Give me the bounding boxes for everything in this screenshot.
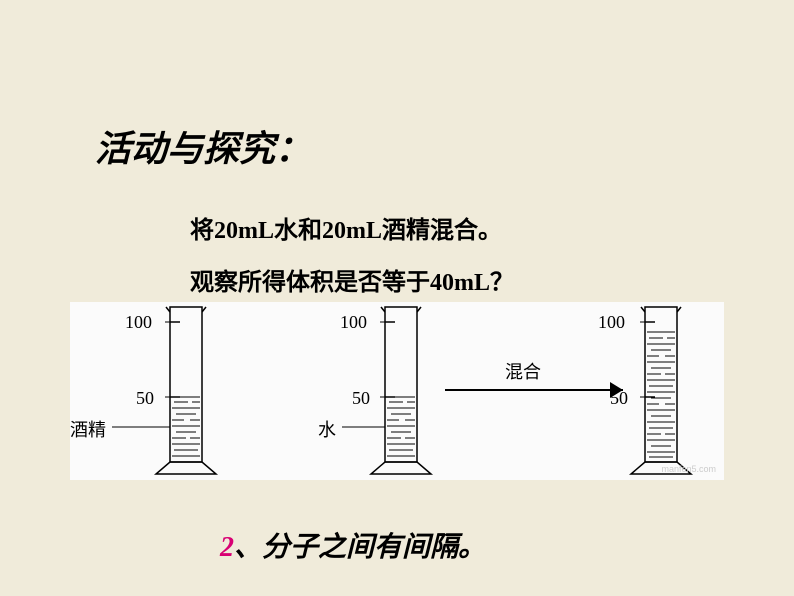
conclusion-body: 、分子之间有间隔。 bbox=[234, 532, 486, 563]
conclusion-number: 2 bbox=[220, 532, 234, 563]
slide-container: 活动与探究： 将20mL水和20mL酒精混合。 观察所得体积是否等于40mL？ bbox=[0, 0, 794, 596]
cylinder-mixed bbox=[631, 307, 691, 474]
tick-100-2: 100 bbox=[340, 312, 367, 333]
conclusion-text: 2、分子之间有间隔。 bbox=[220, 525, 486, 565]
tick-100-3: 100 bbox=[598, 312, 625, 333]
watermark-text: manfen5.com bbox=[661, 464, 716, 474]
cylinder-diagram: 100 50 酒精 100 50 水 混合 100 50 manfen5.com bbox=[70, 302, 724, 480]
tick-50-2: 50 bbox=[352, 388, 370, 409]
tick-50-1: 50 bbox=[136, 388, 154, 409]
instruction-line-2: 观察所得体积是否等于40mL？ bbox=[190, 262, 514, 297]
tick-50-3: 50 bbox=[610, 388, 628, 409]
tick-100-1: 100 bbox=[125, 312, 152, 333]
label-alcohol: 酒精 bbox=[70, 416, 106, 442]
mix-arrow bbox=[445, 382, 623, 398]
slide-title: 活动与探究： bbox=[95, 120, 311, 172]
instruction-line-1: 将20mL水和20mL酒精混合。 bbox=[190, 210, 502, 245]
arrow-label-mix: 混合 bbox=[505, 358, 541, 384]
label-water: 水 bbox=[318, 416, 336, 442]
